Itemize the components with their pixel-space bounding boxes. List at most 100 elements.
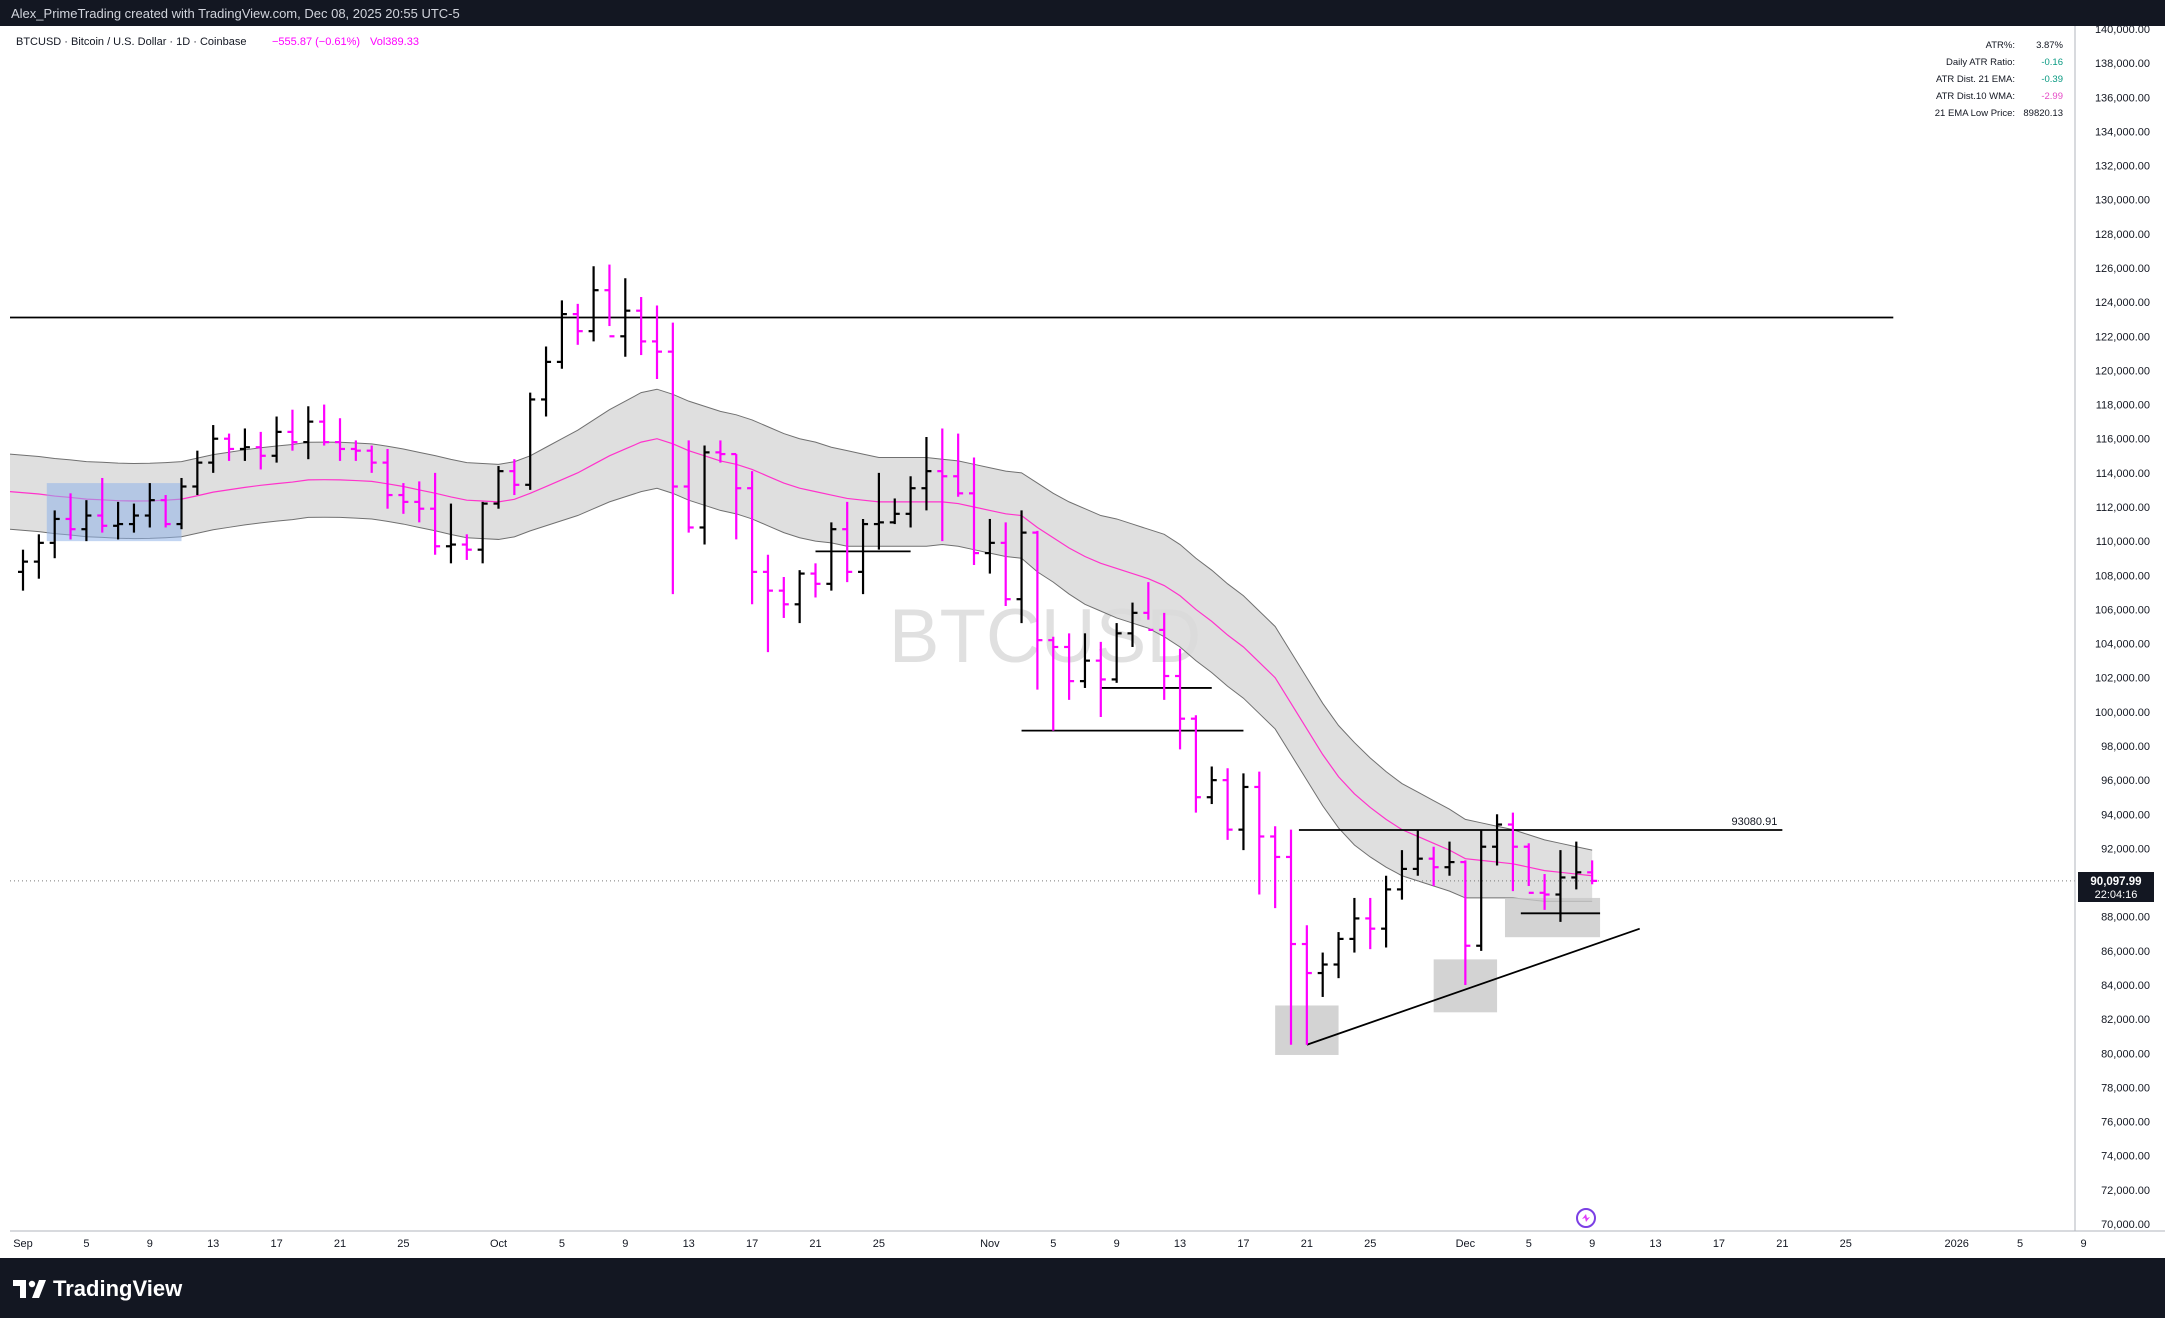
price-tick-label: 92,000.00 [2101,843,2150,855]
tradingview-logo-icon [13,1280,46,1298]
legend-symbol: BTCUSD · Bitcoin / U.S. Dollar · 1D · Co… [16,36,246,48]
stats-value: 3.87% [2036,40,2063,51]
price-tick-label: 112,000.00 [2096,502,2150,514]
symbol-legend: BTCUSD · Bitcoin / U.S. Dollar · 1D · Co… [16,36,419,48]
time-tick-label: 5 [1050,1238,1056,1250]
ema-band-lower [9,487,1593,902]
time-tick-label: 9 [622,1238,628,1250]
last-price-label: 90,097.99 [2090,876,2141,888]
price-tick-label: 136,000.00 [2095,92,2150,104]
stats-label: ATR Dist. 21 EMA: [1936,74,2015,85]
trendline [1306,927,1640,1046]
price-tick-label: 98,000.00 [2101,741,2150,753]
time-tick-label: 17 [1237,1238,1249,1250]
time-tick-label: 21 [809,1238,821,1250]
price-tick-label: 84,000.00 [2101,980,2150,992]
time-tick-label: 21 [1301,1238,1313,1250]
stats-label: ATR Dist.10 WMA: [1936,91,2015,102]
stats-label: ATR%: [1986,40,2015,51]
ema21-line [9,438,1593,877]
price-tick-label: 126,000.00 [2095,263,2150,275]
tradingview-logo[interactable]: TradingView [13,1274,253,1304]
time-tick-label: 5 [2017,1238,2023,1250]
time-tick-label: 9 [1114,1238,1120,1250]
price-tick-label: 88,000.00 [2101,912,2150,924]
price-tick-label: 78,000.00 [2101,1082,2150,1094]
ema-band-fill [10,389,1593,902]
price-tick-label: 106,000.00 [2095,604,2150,616]
time-tick-label: 25 [873,1238,885,1250]
time-tick-label: 9 [2080,1238,2086,1250]
price-tick-label: 130,000.00 [2095,195,2150,207]
price-tick-label: 132,000.00 [2095,161,2150,173]
legend-volume: Vol389.33 [370,36,419,48]
footer-bar: TradingView [0,1258,2165,1318]
time-tick-label: 13 [1649,1238,1661,1250]
time-tick-label: 17 [1713,1238,1725,1250]
time-tick-label: 25 [1840,1238,1852,1250]
stats-value: -0.39 [2041,74,2063,85]
ema-band-upper [9,388,1593,851]
time-tick-label: 5 [559,1238,565,1250]
price-tick-label: 76,000.00 [2101,1117,2150,1129]
time-tick-label: 2026 [1944,1238,1968,1250]
countdown-label: 22:04:16 [2095,889,2138,901]
price-tick-label: 118,000.00 [2096,400,2150,412]
price-tick-label: 120,000.00 [2095,365,2150,377]
time-tick-label: 17 [270,1238,282,1250]
time-tick-label: 5 [83,1238,89,1250]
time-tick-label: 13 [1174,1238,1186,1250]
price-tick-label: 82,000.00 [2101,1014,2150,1026]
price-tick-label: 102,000.00 [2095,673,2150,685]
time-tick-label: Dec [1456,1238,1476,1250]
price-tick-label: 74,000.00 [2101,1151,2150,1163]
stats-value: -2.99 [2041,91,2063,102]
price-tick-label: 104,000.00 [2095,639,2150,651]
time-tick-label: 21 [334,1238,346,1250]
time-tick-label: Sep [13,1238,33,1250]
price-tick-label: 100,000.00 [2095,707,2150,719]
time-tick-label: 13 [207,1238,219,1250]
price-tick-label: 110,000.00 [2096,536,2150,548]
time-tick-label: 13 [683,1238,695,1250]
time-tick-label: 21 [1776,1238,1788,1250]
price-tick-label: 140,000.00 [2095,26,2150,36]
cycle-icon[interactable] [1576,1208,1596,1228]
legend-change: −555.87 (−0.61%) [272,36,360,48]
attribution-text: Alex_PrimeTrading created with TradingVi… [11,6,460,21]
atr-stats-table: ATR%: 3.87% Daily ATR Ratio: -0.16 ATR Dist.… [1935,40,2064,119]
time-tick-label: 25 [397,1238,409,1250]
price-tick-label: 94,000.00 [2101,809,2150,821]
time-tick-label: Nov [980,1238,1000,1250]
price-tick-label: 138,000.00 [2095,58,2150,70]
tradingview-logo-text: TradingView [53,1276,183,1301]
blue-zone [46,483,182,542]
price-tick-label: 80,000.00 [2101,1048,2150,1060]
stats-label: 21 EMA Low Price: [1935,108,2015,119]
stats-label: Daily ATR Ratio: [1946,57,2015,68]
time-tick-label: 9 [1589,1238,1595,1250]
price-tick-label: 72,000.00 [2101,1185,2150,1197]
time-tick-label: 9 [147,1238,153,1250]
last-price-badge: 90,097.99 22:04:16 [2078,872,2154,902]
price-tick-label: 124,000.00 [2095,297,2150,309]
price-tick-label: 86,000.00 [2101,946,2150,958]
time-tick-label: Oct [490,1238,507,1250]
price-tick-label: 96,000.00 [2101,775,2150,787]
attribution-bar: Alex_PrimeTrading created with TradingVi… [0,0,2165,26]
stats-value: 89820.13 [2023,108,2063,119]
chart-area[interactable]: BTCUSD 93080.91 70,000.00 72,000.00 74,000… [9,24,2165,1258]
time-tick-label: 17 [746,1238,758,1250]
time-tick-label: 25 [1364,1238,1376,1250]
price-tick-label: 128,000.00 [2095,229,2150,241]
level-price-label: 93080.91 [1731,816,1777,828]
price-chart[interactable]: BTCUSD 93080.91 70,000.0072,000.0074,000… [9,24,2165,1258]
price-tick-label: 134,000.00 [2095,126,2150,138]
stats-value: -0.16 [2041,57,2063,68]
price-tick-label: 116,000.00 [2096,434,2150,446]
price-tick-label: 114,000.00 [2096,468,2150,480]
price-tick-label: 108,000.00 [2095,570,2150,582]
grey-zone [1504,897,1601,938]
price-tick-label: 122,000.00 [2095,331,2150,343]
price-tick-label: 70,000.00 [2101,1219,2150,1231]
